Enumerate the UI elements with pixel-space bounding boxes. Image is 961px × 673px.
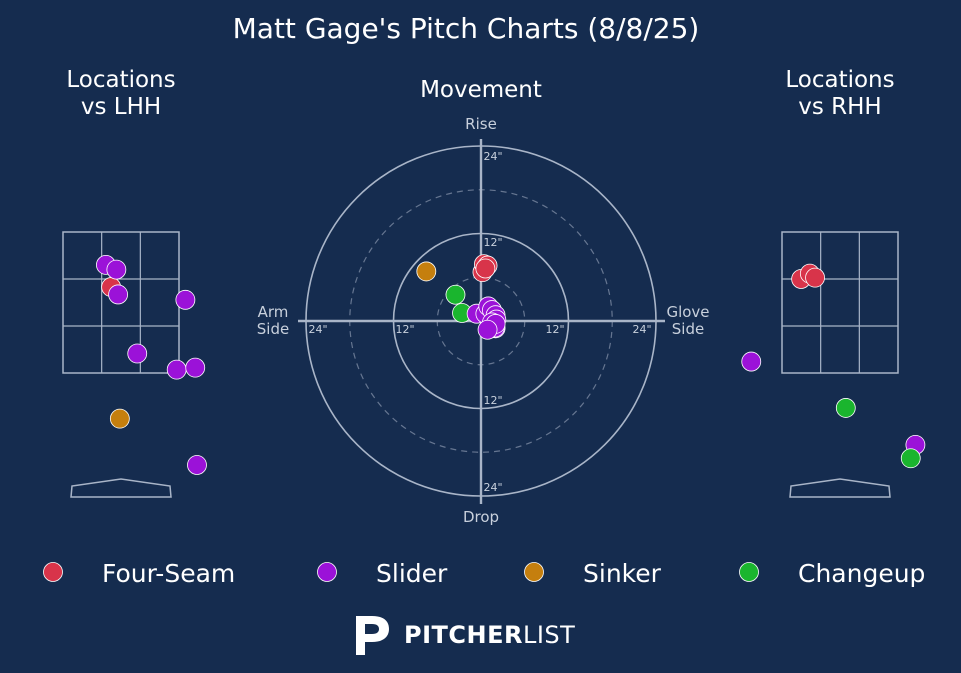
locations-rhh-panel: Locations vs RHH	[741, 67, 926, 498]
pitcherlist-logo-icon	[356, 616, 389, 655]
pitch-dot	[175, 289, 196, 310]
ring-label: 12"	[545, 323, 564, 336]
legend-marker	[43, 562, 63, 582]
ring-label: 12"	[395, 323, 414, 336]
pitch-dot	[805, 267, 825, 288]
pitch-dot	[900, 448, 921, 469]
legend-label: Four-Seam	[102, 559, 235, 588]
legend-label: Slider	[376, 559, 448, 588]
legend-marker	[317, 562, 337, 582]
pitch-dot	[109, 408, 130, 429]
home-plate	[70, 478, 172, 498]
pitch-dot	[477, 319, 498, 340]
ring-label: 24"	[483, 150, 502, 163]
locations-lhh-panel: Locations vs LHH	[62, 67, 207, 498]
brand-part-2: LIST	[522, 621, 576, 649]
axis-label-drop: Drop	[463, 508, 499, 526]
panel-title: Locations vs RHH	[785, 67, 894, 120]
pitch-dot	[108, 284, 128, 305]
ring-label: 24"	[632, 323, 651, 336]
legend-label: Changeup	[798, 559, 925, 588]
axis-label-rise: Rise	[465, 115, 497, 133]
legend: Four-Seam Slider Sinker Changeup	[43, 559, 925, 588]
ring-label: 24"	[308, 323, 327, 336]
brand-part-1: PITCHER	[404, 621, 523, 649]
panel-title: Movement	[420, 77, 542, 103]
pitch-dot	[106, 259, 127, 280]
pitch-dot	[185, 357, 206, 378]
pitch-dot	[445, 284, 466, 305]
pitch-dot	[475, 258, 496, 279]
ring-label: 12"	[483, 394, 502, 407]
pitcherlist-brand: PITCHERLIST	[352, 612, 575, 658]
pitch-dot	[166, 359, 187, 380]
pitch-dot	[741, 351, 762, 372]
pitch-dot	[127, 343, 148, 364]
legend-marker	[524, 562, 544, 582]
legend-label: Sinker	[583, 559, 662, 588]
panel-title: Locations vs LHH	[66, 67, 175, 120]
legend-marker	[739, 562, 759, 582]
ring-label: 24"	[483, 481, 502, 494]
home-plate	[789, 478, 891, 498]
ring-label: 12"	[483, 236, 502, 249]
chart-title: Matt Gage's Pitch Charts (8/8/25)	[233, 12, 700, 45]
axis-label-arm-side: Arm Side	[257, 303, 289, 338]
pitch-dot	[416, 261, 437, 282]
pitch-dot	[187, 455, 207, 475]
pitch-dot	[835, 398, 856, 418]
strike-zone	[781, 231, 899, 374]
axis-label-glove-side: Glove Side	[666, 303, 709, 338]
movement-panel: Movement 24" 12" 12" 24" 24" 12" 12" 24" Rise Drop…	[257, 77, 710, 526]
